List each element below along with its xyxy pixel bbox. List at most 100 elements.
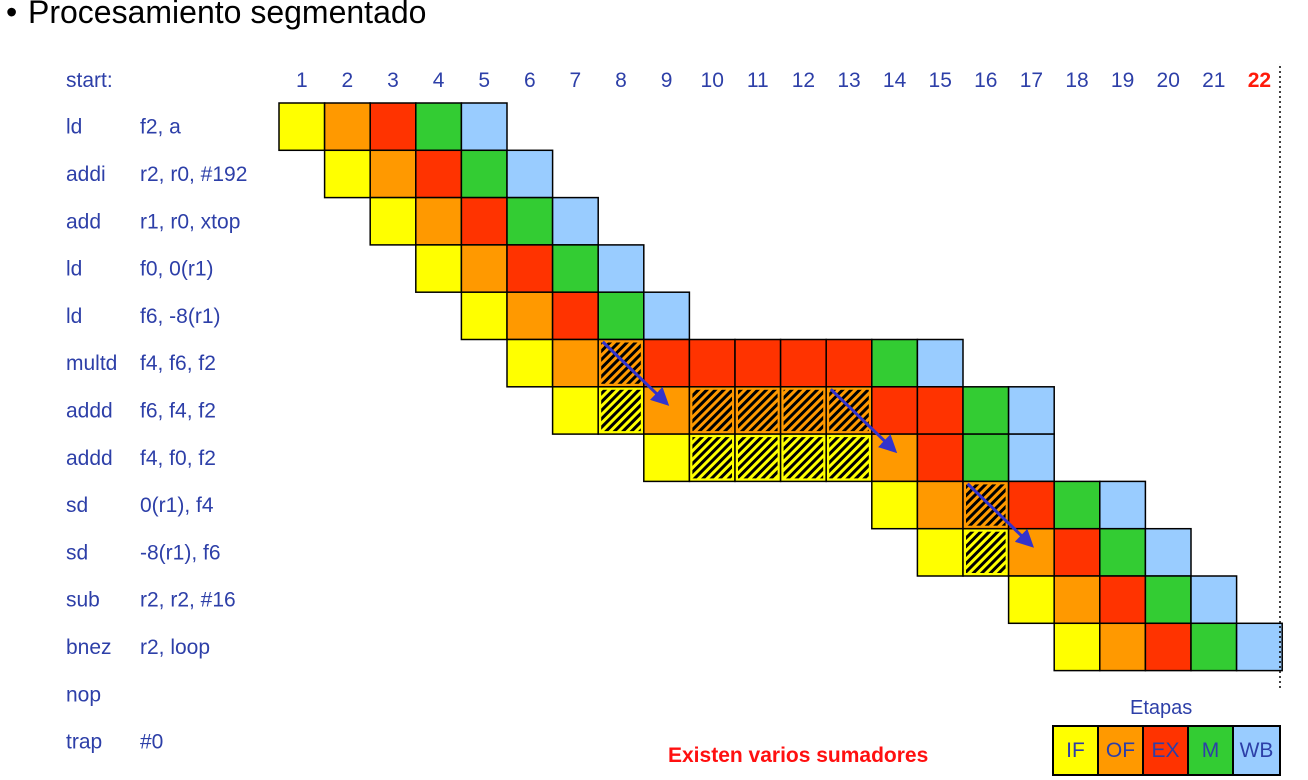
forwarding-arrows: [601, 340, 1034, 548]
stage-cell-ex: [415, 149, 463, 199]
stage-cell-wb: [1235, 622, 1283, 672]
legend-ex: EX: [1144, 727, 1189, 774]
stage-cell-ex: [871, 386, 919, 435]
stage-cell-wb: [1099, 480, 1147, 530]
cycle-number: 11: [747, 69, 769, 92]
stall-hatch: [601, 342, 641, 384]
legend-title: Etapas: [1130, 697, 1193, 719]
stage-cell-of: [916, 480, 964, 530]
stage-legend: IF OF EX M WB: [1052, 725, 1281, 776]
stage-cell-m: [506, 196, 554, 246]
instruction-opcode: addd: [66, 447, 113, 470]
cycle-number: 6: [524, 69, 536, 92]
cycle-number: 9: [661, 69, 673, 92]
stage-cell-wb: [551, 196, 599, 246]
instruction-opcode: add: [66, 210, 101, 233]
cycle-number: 17: [1020, 69, 1043, 92]
cycle-number: 14: [883, 69, 907, 92]
forwarding-arrow: [601, 340, 670, 406]
stage-cell-of: [871, 433, 919, 483]
instruction-opcode: ld: [66, 116, 82, 139]
stall-hatch: [738, 437, 778, 479]
cycle-header: 1 2 3 4 5 6 7 8 9 10 11 12 13 14 15 16 17 18 19 20 21 22: [296, 69, 1271, 92]
forwarding-arrow: [829, 388, 898, 454]
stage-cell-if: [460, 291, 508, 341]
stage-cell-if: [278, 102, 326, 152]
stage-cell-wb: [1144, 527, 1192, 577]
stage-cell-of: [506, 291, 554, 341]
instruction-operands: r2, r0, #192: [140, 163, 247, 186]
stage-cell-ex: [825, 338, 873, 388]
stall-hatch: [692, 389, 732, 432]
instruction-opcode: multd: [66, 352, 117, 375]
stage-cell-ex: [460, 196, 508, 246]
stage-cell-of: [369, 149, 417, 199]
stage-cell-if: [916, 527, 964, 577]
stall-hatch: [738, 389, 778, 432]
instruction-operands: f6, f4, f2: [140, 399, 216, 422]
stage-cell-of: [551, 338, 599, 388]
cycle-number: 20: [1157, 69, 1180, 92]
stage-cell-if: [415, 244, 463, 293]
stage-cell-m: [962, 386, 1010, 435]
stage-cell-if: [871, 480, 919, 530]
instruction-opcode: bnez: [66, 636, 112, 659]
stall-hatch: [966, 531, 1006, 573]
stall-hatch: [783, 437, 824, 479]
stage-cell-if: [1007, 575, 1055, 625]
cycle-number: 10: [701, 69, 724, 92]
instruction-operands: f6, -8(r1): [140, 305, 221, 328]
instruction-operands: r2, r2, #16: [140, 589, 236, 612]
stage-cell-of: [1053, 575, 1101, 625]
legend-if: IF: [1054, 727, 1099, 774]
cycle-number: 5: [478, 69, 490, 92]
stage-cell-ex: [916, 433, 964, 483]
cycle-number: 16: [974, 69, 997, 92]
stage-cell-ex: [1144, 622, 1192, 672]
instruction-list: ld f2, a addi r2, r0, #192 add r1, r0, xtop ld…: [66, 116, 247, 754]
stage-cell-ex: [1099, 575, 1147, 625]
stage-cell-m: [460, 149, 508, 199]
instruction-opcode: sd: [66, 541, 88, 564]
stage-cell-wb: [597, 244, 645, 293]
stage-cell-ex: [1007, 480, 1055, 530]
instruction-opcode: nop: [66, 683, 101, 706]
stall-hatch: [692, 437, 732, 479]
instruction-opcode: ld: [66, 258, 82, 281]
stage-cell-ex: [643, 338, 691, 388]
instruction-operands: f2, a: [140, 116, 181, 139]
cycle-number: 2: [342, 69, 354, 92]
cycle-number: 18: [1065, 69, 1088, 92]
cycle-number: 12: [792, 69, 815, 92]
stall-hatch: [783, 389, 824, 432]
bullet-icon: •: [6, 0, 18, 30]
stage-cell-wb: [1007, 433, 1055, 483]
stage-cell-of: [415, 196, 463, 246]
stage-cell-wb: [460, 102, 508, 152]
stage-cell-ex: [551, 291, 599, 341]
stage-cell-if: [551, 386, 599, 435]
stage-cell-of: [643, 386, 691, 435]
stage-cell-of: [1099, 622, 1147, 672]
stage-cell-ex: [369, 102, 417, 152]
cycle-number: 21: [1202, 69, 1225, 92]
instruction-operands: r1, r0, xtop: [140, 210, 240, 233]
stage-cell-ex: [779, 338, 827, 388]
stage-cell-if: [506, 338, 554, 388]
cycle-number: 3: [387, 69, 399, 92]
instruction-operands: f4, f6, f2: [140, 352, 216, 375]
stage-cell-if: [369, 196, 417, 246]
stage-cell-m: [962, 433, 1010, 483]
stage-cell-m: [1099, 527, 1147, 577]
stage-cell-ex: [916, 386, 964, 435]
stall-hatch: [601, 389, 641, 432]
instruction-opcode: addi: [66, 163, 106, 186]
cycle-number: 4: [433, 69, 445, 92]
stage-cell-m: [415, 102, 463, 152]
stage-cell-of: [323, 102, 371, 152]
stage-cell-wb: [1007, 386, 1055, 435]
instruction-opcode: trap: [66, 731, 102, 754]
instruction-operands: f0, 0(r1): [140, 258, 214, 281]
stage-cell-m: [551, 244, 599, 293]
instruction-opcode: sub: [66, 589, 100, 612]
